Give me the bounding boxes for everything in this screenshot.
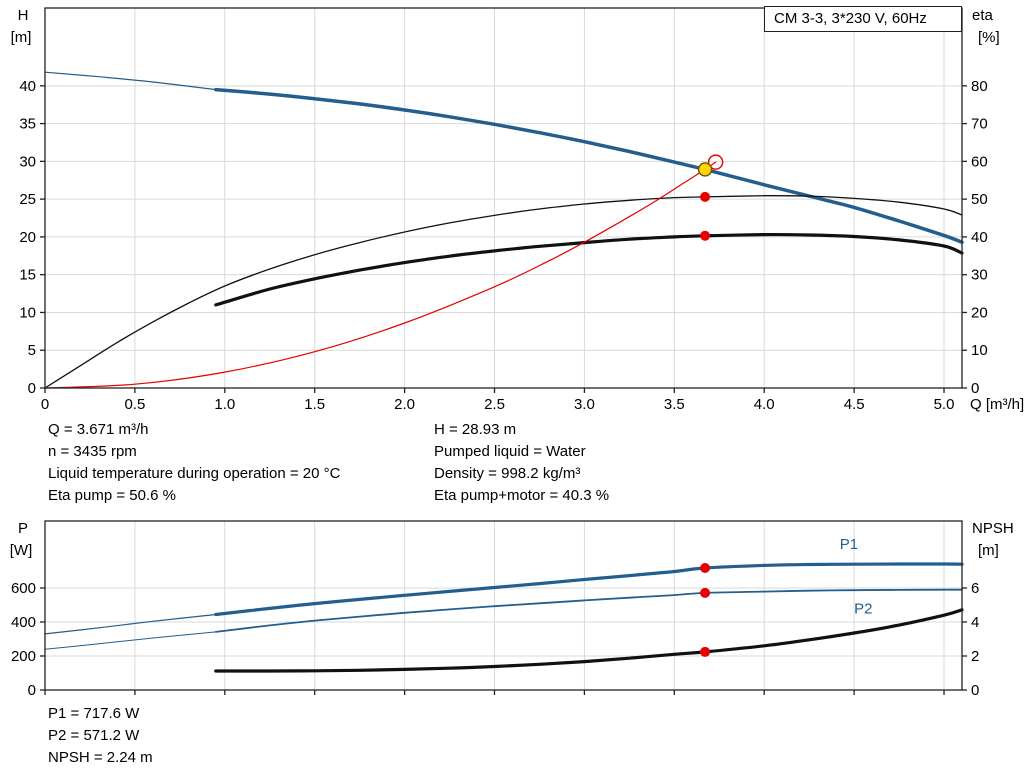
chart-text: 4 <box>971 614 979 631</box>
curve-system-curve <box>44 161 717 389</box>
chart-text: 0 <box>28 380 36 397</box>
eta-pump-motor-text: Eta pump+motor = 40.3 % <box>434 487 610 504</box>
chart-text: Q [m³/h] <box>970 396 1024 413</box>
chart-text: 600 <box>11 580 36 597</box>
chart-text: P <box>18 520 28 537</box>
chart-text: 20 <box>971 304 988 321</box>
chart-text: 10 <box>19 304 36 321</box>
duty-info-left-column: Q = 3.671 m³/h n = 3435 rpm Liquid tempe… <box>48 419 340 507</box>
curve-qh-lead <box>44 71 217 91</box>
duty-info-right-column: H = 28.93 m Pumped liquid = Water Densit… <box>434 419 609 507</box>
curve-p1-lead <box>44 613 217 635</box>
eta-pump-text: Eta pump = 50.6 % <box>48 487 176 504</box>
chart-text: eta <box>972 7 994 24</box>
power-npsh-info-column: P1 = 717.6 W P2 = 571.2 W NPSH = 2.24 m <box>48 703 153 769</box>
chart-text: 3.0 <box>574 396 595 413</box>
curve-p2 <box>214 588 963 633</box>
liquid-temperature-text: Liquid temperature during operation = 20… <box>48 465 341 482</box>
head-text: H = 28.93 m <box>434 421 517 438</box>
plot-frame <box>44 7 963 389</box>
chart-text: 80 <box>971 78 988 95</box>
chart-text: 70 <box>971 116 988 133</box>
density-text: Density = 998.2 kg/m³ <box>434 465 581 482</box>
curve-eta-pump <box>44 195 963 389</box>
chart-text: 5.0 <box>934 396 955 413</box>
chart-text: 30 <box>19 153 36 170</box>
chart-text: 40 <box>971 229 988 246</box>
chart-text: 40 <box>19 78 36 95</box>
duty-point-marker <box>697 162 713 177</box>
chart-text: 20 <box>19 229 36 246</box>
curve-p2-lead <box>44 631 217 650</box>
pump-model-title: CM 3-3, 3*230 V, 60Hz <box>764 6 962 32</box>
curve-npsh <box>214 608 964 673</box>
chart-text: 400 <box>11 614 36 631</box>
chart-text: 6 <box>971 580 979 597</box>
chart-text: 0 <box>971 380 979 397</box>
chart-text: 35 <box>19 116 36 133</box>
chart-text: 15 <box>19 267 36 284</box>
chart-text: 60 <box>971 153 988 170</box>
speed-text: n = 3435 rpm <box>48 443 137 460</box>
chart-text: 5 <box>28 342 36 359</box>
duty-flow-text: Q = 3.671 m³/h <box>48 421 149 438</box>
chart-text: 4.0 <box>754 396 775 413</box>
pumped-liquid-text: Pumped liquid = Water <box>434 443 586 460</box>
chart-text: P2 <box>854 600 872 617</box>
chart-text: 2 <box>971 648 979 665</box>
chart-text: 1.0 <box>214 396 235 413</box>
curve-p1 <box>214 562 964 617</box>
chart-text: [m] <box>11 29 32 46</box>
chart-text: 30 <box>971 267 988 284</box>
plot-frame <box>44 520 963 691</box>
p2-text: P2 = 571.2 W <box>48 727 140 744</box>
chart-text: 1.5 <box>304 396 325 413</box>
chart-text: 25 <box>19 191 36 208</box>
red-dot-marker <box>700 230 711 241</box>
npsh-text: NPSH = 2.24 m <box>48 749 153 766</box>
chart-text: [m] <box>978 542 999 559</box>
p1-text: P1 = 717.6 W <box>48 705 140 722</box>
curve-eta-pump-motor <box>214 232 964 307</box>
open-circle-marker <box>707 154 724 170</box>
chart-text: 4.5 <box>844 396 865 413</box>
chart-text: 10 <box>971 342 988 359</box>
red-dot-marker <box>700 646 711 657</box>
chart-text: 0 <box>971 682 979 699</box>
chart-text: 0 <box>28 682 36 699</box>
chart-text: 0.5 <box>124 396 145 413</box>
chart-text: 50 <box>971 191 988 208</box>
red-dot-marker <box>700 562 711 573</box>
chart-text: H <box>18 7 29 24</box>
curve-qh <box>214 87 964 244</box>
red-dot-marker <box>700 191 711 202</box>
chart-text: NPSH <box>972 520 1014 537</box>
chart-text: P1 <box>840 536 858 553</box>
chart-text: 2.0 <box>394 396 415 413</box>
chart-text: 200 <box>11 648 36 665</box>
red-dot-marker <box>700 587 711 598</box>
chart-text: 3.5 <box>664 396 685 413</box>
chart-text: 2.5 <box>484 396 505 413</box>
chart-text: 0 <box>41 396 49 413</box>
chart-text: [%] <box>978 29 1000 46</box>
chart-text: [W] <box>10 542 33 559</box>
